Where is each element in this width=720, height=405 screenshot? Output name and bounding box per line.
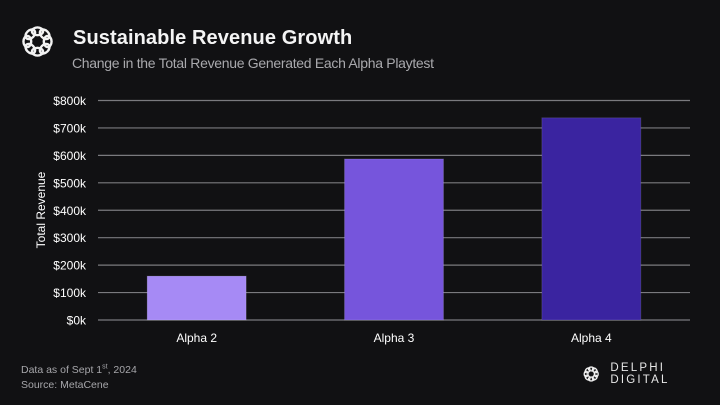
y-tick-label: $300k: [53, 231, 87, 245]
footer-notes: Data as of Sept 1st, 2024 Source: MetaCe…: [21, 363, 137, 393]
chart-title: Sustainable Revenue Growth: [73, 27, 353, 49]
y-tick-label: $100k: [53, 286, 87, 300]
y-tick-label: $400k: [53, 204, 87, 218]
y-tick-label: $500k: [53, 176, 87, 190]
x-tick-label: Alpha 3: [374, 331, 415, 345]
delphi-knot-icon: [22, 26, 53, 57]
y-tick-label: $800k: [53, 94, 87, 108]
delphi-knot-icon: [583, 366, 599, 382]
brand-name: DELPHI DIGITAL: [610, 362, 670, 386]
bars: [146, 117, 642, 321]
x-tick-label: Alpha 2: [176, 331, 217, 345]
bar-alpha-4: [541, 117, 642, 321]
y-tick-labels: $0k $100k $200k $300k $400k $500k $600k $700k $8…: [53, 94, 87, 328]
source-note: Source: MetaCene: [21, 379, 109, 391]
bar-alpha-2: [146, 275, 247, 321]
x-tick-label: Alpha 4: [571, 331, 612, 345]
brand-lockup: DELPHI DIGITAL: [582, 362, 720, 386]
y-tick-label: $600k: [53, 149, 87, 163]
x-tick-labels: Alpha 2 Alpha 3 Alpha 4: [176, 331, 612, 345]
y-axis-label: Total Revenue: [34, 171, 48, 248]
y-tick-label: $700k: [53, 121, 87, 135]
data-date-note: Data as of Sept 1st, 2024: [21, 363, 137, 377]
bar-alpha-3: [344, 158, 444, 321]
y-tick-label: $200k: [53, 259, 87, 273]
y-tick-label: $0k: [67, 314, 87, 328]
chart-subtitle: Change in the Total Revenue Generated Ea…: [72, 55, 434, 71]
